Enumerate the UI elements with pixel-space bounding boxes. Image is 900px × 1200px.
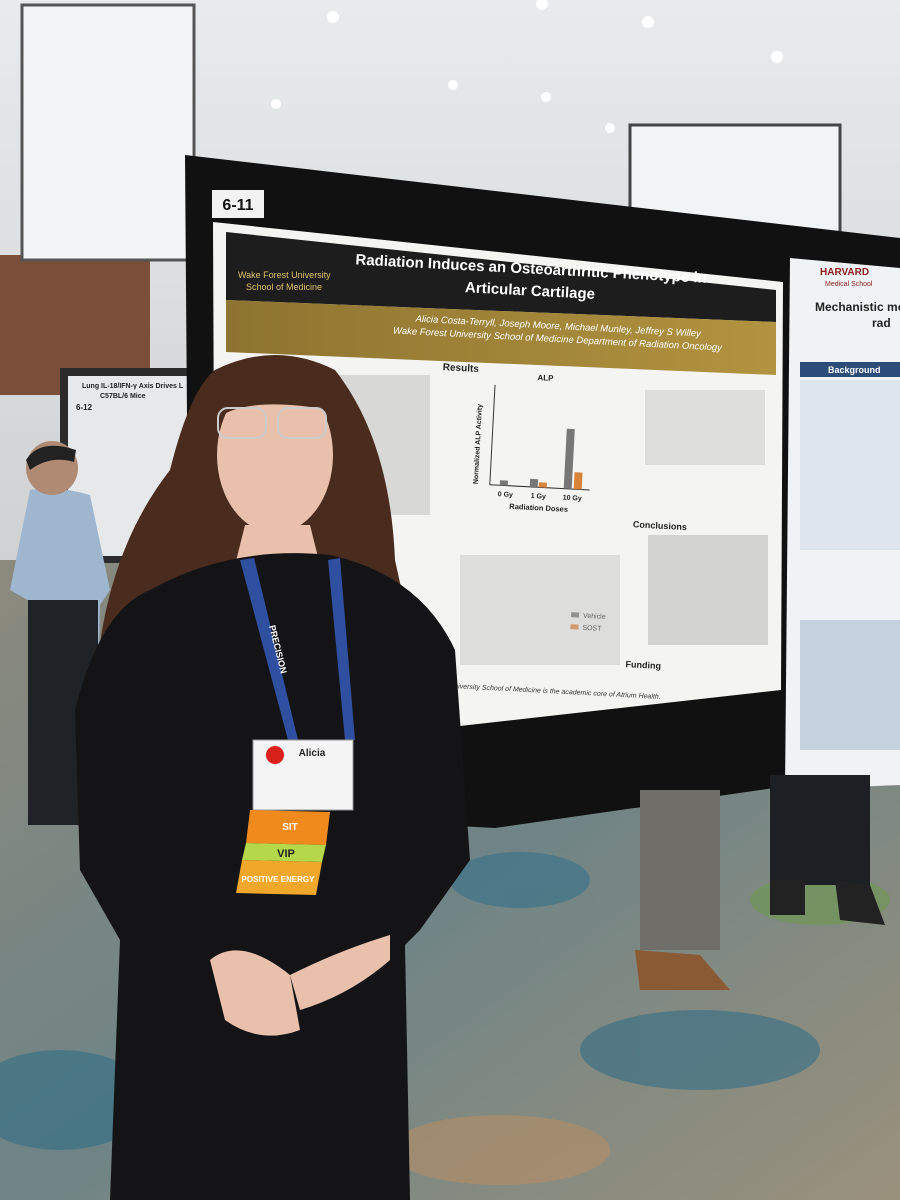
legend-swatch — [570, 612, 580, 618]
badge-logo — [266, 746, 284, 764]
shoes — [635, 950, 730, 990]
ribbon — [246, 810, 330, 845]
legs — [770, 775, 870, 885]
left-poster-subtitle: C57BL/6 Mice — [100, 393, 146, 400]
right-institution: HARVARD — [820, 267, 869, 278]
ribbon-text: POSITIVE ENERGY — [242, 875, 316, 884]
chart-category: 10 Gy — [562, 495, 582, 503]
chart-bar — [538, 482, 547, 488]
lanyard — [328, 558, 355, 740]
ribbon — [242, 843, 326, 862]
ribbon-text: VIP — [277, 848, 295, 860]
results-heading: Results — [443, 362, 480, 375]
chandelier — [20, 3, 196, 262]
board-number-card — [212, 190, 264, 218]
legs — [640, 790, 720, 950]
poster-logo: School of Medicine — [246, 282, 322, 292]
glasses — [277, 407, 327, 439]
right-school: Medical School — [825, 281, 873, 288]
right-title: Mechanistic mod — [815, 300, 900, 314]
chart-axis — [489, 384, 496, 485]
legend-entry: Vehicle — [583, 613, 606, 621]
chart-bar — [563, 428, 575, 490]
chart-category: 1 Gy — [530, 493, 546, 501]
hands — [290, 935, 390, 1010]
right-figure — [800, 380, 900, 550]
poster-title: Articular Cartilage — [465, 279, 596, 303]
right-section: Background — [828, 365, 881, 375]
legend-entry: SOST — [582, 625, 602, 633]
face — [217, 377, 333, 533]
shoes — [770, 880, 885, 925]
chart-y-label: Normalized ALP Activity — [473, 404, 484, 485]
right-title: rad — [872, 316, 891, 330]
left-board-number: 6-12 — [76, 403, 93, 412]
ceiling-lights — [271, 0, 783, 133]
man-hair — [26, 445, 76, 470]
board-number: 6-11 — [222, 197, 253, 214]
fringe — [215, 372, 330, 420]
poster-text-blocks — [330, 375, 768, 665]
poster-title-band — [226, 232, 776, 322]
chart-category: 0 Gy — [498, 491, 514, 499]
chart-x-label: Radiation Doses — [509, 502, 568, 514]
chart-bar — [499, 480, 509, 486]
right-section-bar — [800, 362, 900, 377]
poster-gold-band — [226, 300, 776, 375]
chart-bar — [573, 472, 583, 490]
lanyard — [240, 558, 298, 740]
chart-title: ALP — [537, 373, 554, 383]
chart-bar — [529, 478, 539, 488]
funding-heading: Funding — [625, 659, 661, 671]
right-figure — [800, 620, 900, 750]
glasses — [217, 407, 267, 439]
legend-swatch — [570, 624, 579, 630]
badge-name: Alicia — [299, 748, 326, 759]
left-poster-title: Lung IL-18/IFN-γ Axis Drives L — [82, 383, 184, 390]
ribbon-text: SIT — [282, 822, 298, 833]
conclusions-heading: Conclusions — [633, 519, 687, 532]
hands — [210, 950, 300, 1036]
poster-logo: Wake Forest University — [238, 270, 331, 280]
ribbon — [236, 860, 322, 895]
